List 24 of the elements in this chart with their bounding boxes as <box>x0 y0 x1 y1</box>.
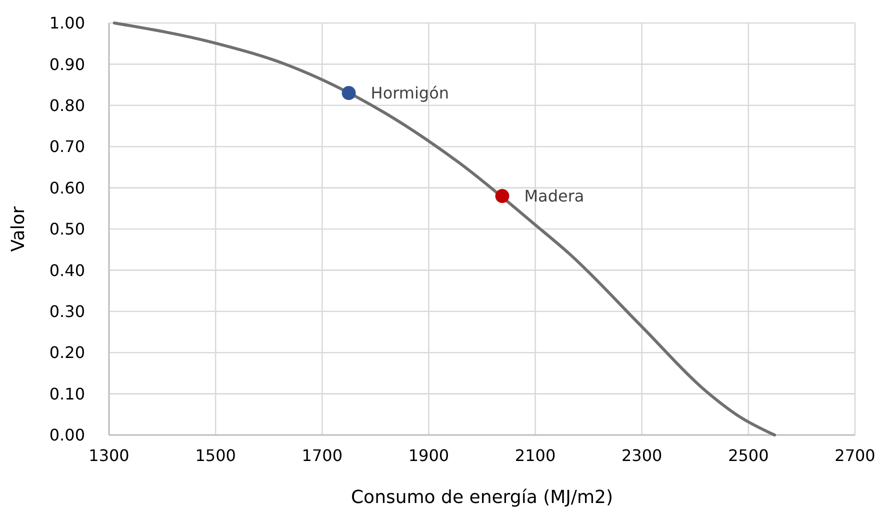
x-tick-label: 1300 <box>88 446 130 465</box>
x-tick-label: 2700 <box>834 446 876 465</box>
x-tick-label: 1700 <box>302 446 342 465</box>
x-tick-label: 2100 <box>514 446 556 465</box>
y-tick-label: 0.50 <box>49 220 85 239</box>
y-tick-label: 0.30 <box>49 302 85 321</box>
y-tick-label: 0.80 <box>49 96 85 115</box>
x-tick-label: 1500 <box>195 446 236 465</box>
y-tick-label: 0.60 <box>49 178 85 198</box>
x-axis-title: Consumo de energía (MJ/m2) <box>350 487 614 508</box>
series-label: Madera <box>524 186 584 206</box>
y-tick-label: 0.90 <box>49 54 85 74</box>
x-tick-label: 2500 <box>728 446 769 465</box>
y-tick-label: 0.00 <box>49 426 85 445</box>
y-tick-label: 0.40 <box>49 260 85 280</box>
y-tick-label: 0.20 <box>49 343 85 362</box>
y-tick-label: 1.00 <box>49 14 85 33</box>
x-tick-label: 2300 <box>622 446 662 465</box>
series-label: Hormigón <box>370 84 450 103</box>
line-series <box>112 22 776 436</box>
y-tick-label: 0.70 <box>49 137 85 156</box>
x-tick-label: 1900 <box>408 446 450 465</box>
y-axis-title: Valor <box>8 206 29 252</box>
y-tick-label: 0.10 <box>49 384 85 404</box>
